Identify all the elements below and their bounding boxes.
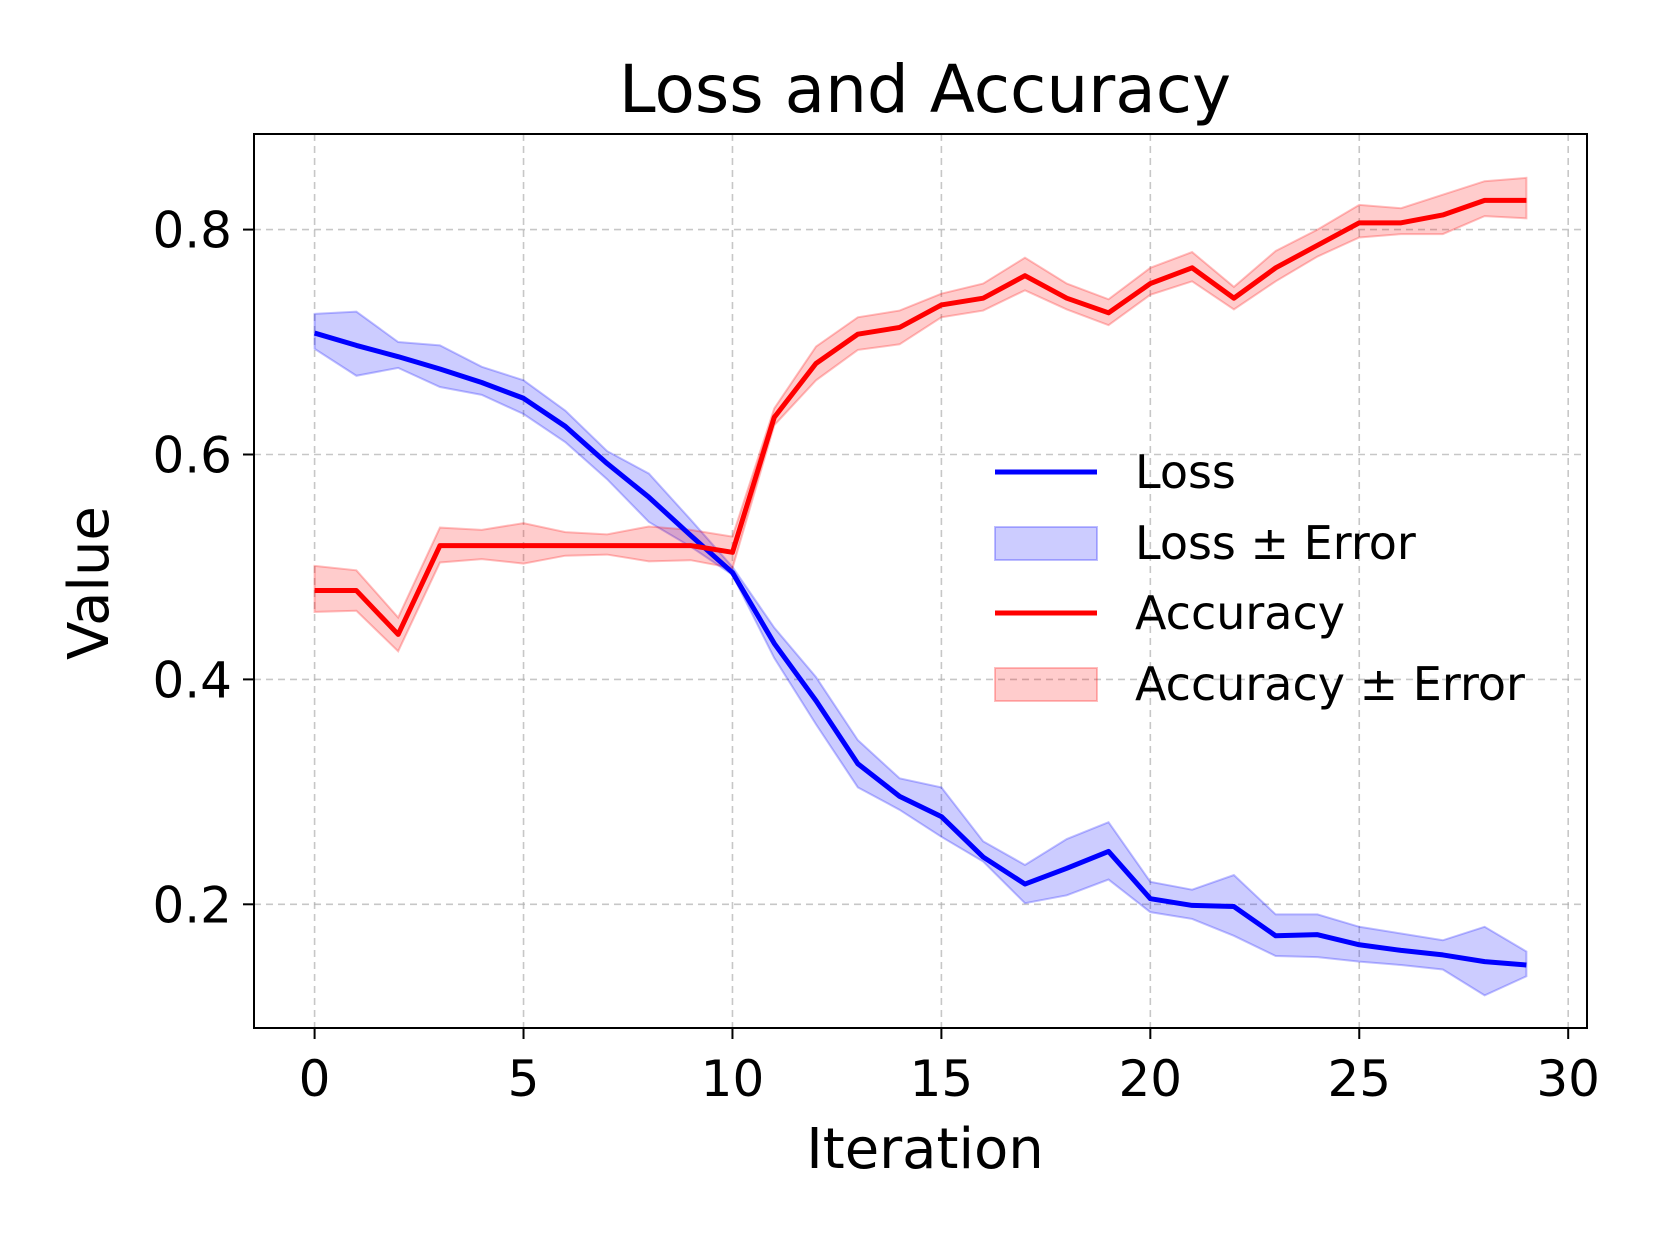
legend: Loss Loss ± Error Accuracy Accuracy ± Error xyxy=(994,445,1525,711)
legend-label: Accuracy ± Error xyxy=(1135,657,1525,711)
x-tick-label: 30 xyxy=(1536,1050,1600,1108)
x-tick-label: 10 xyxy=(701,1050,765,1108)
legend-band-accuracy xyxy=(994,667,1098,702)
x-tick-label: 25 xyxy=(1327,1050,1391,1108)
band-accuracy xyxy=(313,176,1528,653)
y-tick-label: 0.4 xyxy=(152,651,232,709)
x-tick-label: 5 xyxy=(508,1050,540,1108)
grid xyxy=(254,134,1587,1028)
y-tick-label: 0.8 xyxy=(152,202,232,260)
x-axis-label: Iteration xyxy=(806,1117,1044,1182)
legend-label: Loss ± Error xyxy=(1135,516,1416,570)
line-loss xyxy=(313,330,1527,968)
legend-band-loss xyxy=(994,526,1098,561)
y-tick-label: 0.2 xyxy=(152,876,232,934)
series-lines xyxy=(313,197,1527,968)
legend-label: Loss xyxy=(1135,445,1236,499)
plot-frame xyxy=(253,133,1588,1029)
band-loss xyxy=(313,310,1528,997)
line-accuracy xyxy=(314,197,1527,637)
x-tick-label: 0 xyxy=(299,1050,331,1108)
x-tick-label: 15 xyxy=(910,1050,974,1108)
legend-label: Accuracy xyxy=(1135,586,1345,640)
ticks: 0 5 10 15 20 25 30 0.2 0.4 0.6 0.8 xyxy=(152,202,1600,1108)
y-tick-label: 0.6 xyxy=(152,426,232,484)
chart-title: Loss and Accuracy xyxy=(619,51,1231,128)
y-axis-label: Value xyxy=(57,506,122,660)
x-tick-label: 20 xyxy=(1119,1050,1183,1108)
